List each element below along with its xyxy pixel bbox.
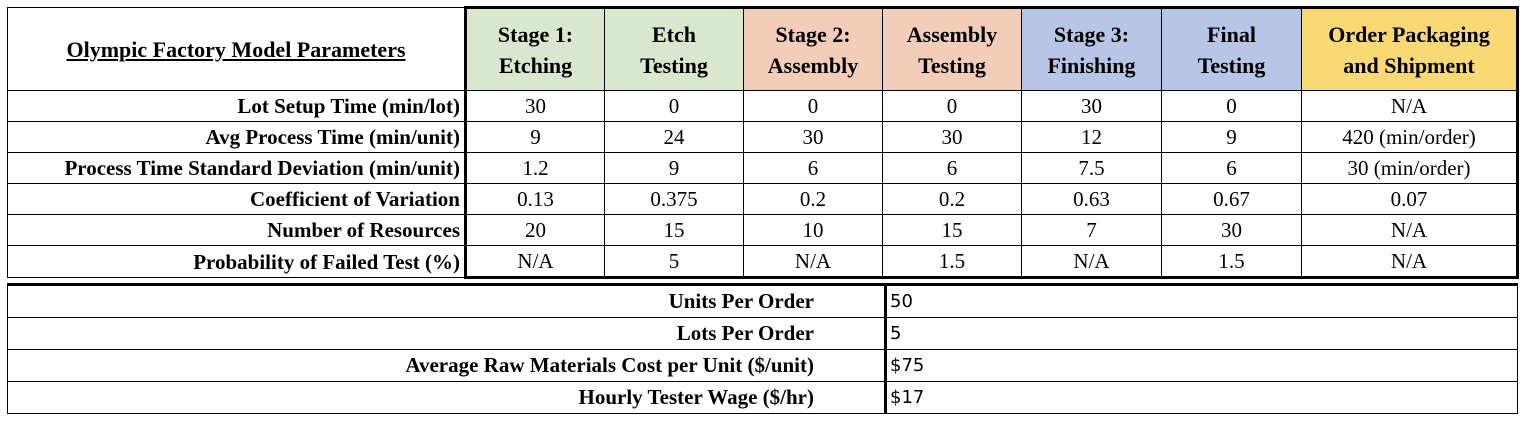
cell: 0.375 (604, 183, 744, 215)
cell: N/A (743, 245, 883, 279)
table-row: Process Time Standard Deviation (min/uni… (7, 152, 1519, 184)
cell: 30 (743, 121, 883, 153)
summary-value: $17 (884, 381, 1518, 414)
cell: 7 (1021, 214, 1162, 246)
cell: 6 (743, 152, 883, 184)
cell: 0 (743, 90, 883, 122)
row-label: Number of Resources (7, 214, 466, 246)
summary-value: 5 (884, 317, 1518, 350)
summary-label: Units Per Order (7, 283, 886, 318)
summary-table: Units Per Order 50 Lots Per Order 5 Aver… (7, 283, 1518, 414)
cell: 9 (464, 121, 605, 153)
header-row: Olympic Factory Model Parameters Stage 1… (7, 6, 1519, 91)
spreadsheet: Olympic Factory Model Parameters Stage 1… (7, 6, 1519, 414)
row-label: Probability of Failed Test (%) (7, 245, 466, 278)
cell: 20 (464, 214, 605, 246)
cell: 30 (1161, 214, 1302, 246)
parameter-table: Olympic Factory Model Parameters Stage 1… (7, 6, 1519, 279)
summary-value: 50 (884, 283, 1518, 318)
cell: 10 (743, 214, 883, 246)
cell: 6 (1161, 152, 1302, 184)
cell: 1.5 (1161, 245, 1302, 279)
cell: 15 (604, 214, 744, 246)
cell: 1.5 (882, 245, 1022, 279)
table-row: Coefficient of Variation 0.13 0.375 0.2 … (7, 183, 1519, 215)
summary-label: Average Raw Materials Cost per Unit ($/u… (7, 349, 886, 382)
cell: N/A (1301, 245, 1519, 279)
table-row: Number of Resources 20 15 10 15 7 30 N/A (7, 214, 1519, 246)
cell: 7.5 (1021, 152, 1162, 184)
summary-row: Hourly Tester Wage ($/hr) $17 (7, 381, 1518, 414)
cell: 5 (604, 245, 744, 279)
table-row: Lot Setup Time (min/lot) 30 0 0 0 30 0 N… (7, 90, 1519, 122)
table-row: Probability of Failed Test (%) N/A 5 N/A… (7, 245, 1519, 279)
row-label: Avg Process Time (min/unit) (7, 121, 466, 153)
cell: 0.2 (743, 183, 883, 215)
cell: 1.2 (464, 152, 605, 184)
summary-label: Hourly Tester Wage ($/hr) (7, 381, 886, 414)
summary-value: $75 (884, 349, 1518, 382)
cell: 12 (1021, 121, 1162, 153)
cell: 0.07 (1301, 183, 1519, 215)
cell: 0 (604, 90, 744, 122)
table-row: Avg Process Time (min/unit) 9 24 30 30 1… (7, 121, 1519, 153)
row-label: Coefficient of Variation (7, 183, 466, 215)
cell: 30 (min/order) (1301, 152, 1519, 184)
cell: N/A (1301, 214, 1519, 246)
cell: 30 (1021, 90, 1162, 122)
cell: 420 (min/order) (1301, 121, 1519, 153)
cell: 0.63 (1021, 183, 1162, 215)
summary-row: Units Per Order 50 (7, 283, 1518, 318)
cell: 0.67 (1161, 183, 1302, 215)
cell: 0.13 (464, 183, 605, 215)
row-label: Process Time Standard Deviation (min/uni… (7, 152, 466, 184)
stage-header-6: Order Packaging and Shipment (1301, 6, 1519, 91)
cell: 6 (882, 152, 1022, 184)
stage-header-3: Assembly Testing (882, 6, 1022, 91)
summary-label: Lots Per Order (7, 317, 886, 350)
summary-row: Lots Per Order 5 (7, 317, 1518, 350)
cell: N/A (1021, 245, 1162, 279)
row-label: Lot Setup Time (min/lot) (7, 90, 466, 122)
cell: 9 (604, 152, 744, 184)
stage-header-1: Etch Testing (604, 6, 744, 91)
cell: 15 (882, 214, 1022, 246)
cell: 24 (604, 121, 744, 153)
cell: 0 (882, 90, 1022, 122)
stage-header-0: Stage 1: Etching (464, 6, 605, 91)
cell: 30 (882, 121, 1022, 153)
cell: N/A (1301, 90, 1519, 122)
stage-header-2: Stage 2: Assembly (743, 6, 883, 91)
cell: 9 (1161, 121, 1302, 153)
stage-header-4: Stage 3: Finishing (1021, 6, 1162, 91)
cell: N/A (464, 245, 605, 279)
table-title: Olympic Factory Model Parameters (7, 7, 466, 91)
cell: 0.2 (882, 183, 1022, 215)
summary-row: Average Raw Materials Cost per Unit ($/u… (7, 349, 1518, 382)
stage-header-5: Final Testing (1161, 6, 1302, 91)
cell: 30 (464, 90, 605, 122)
cell: 0 (1161, 90, 1302, 122)
